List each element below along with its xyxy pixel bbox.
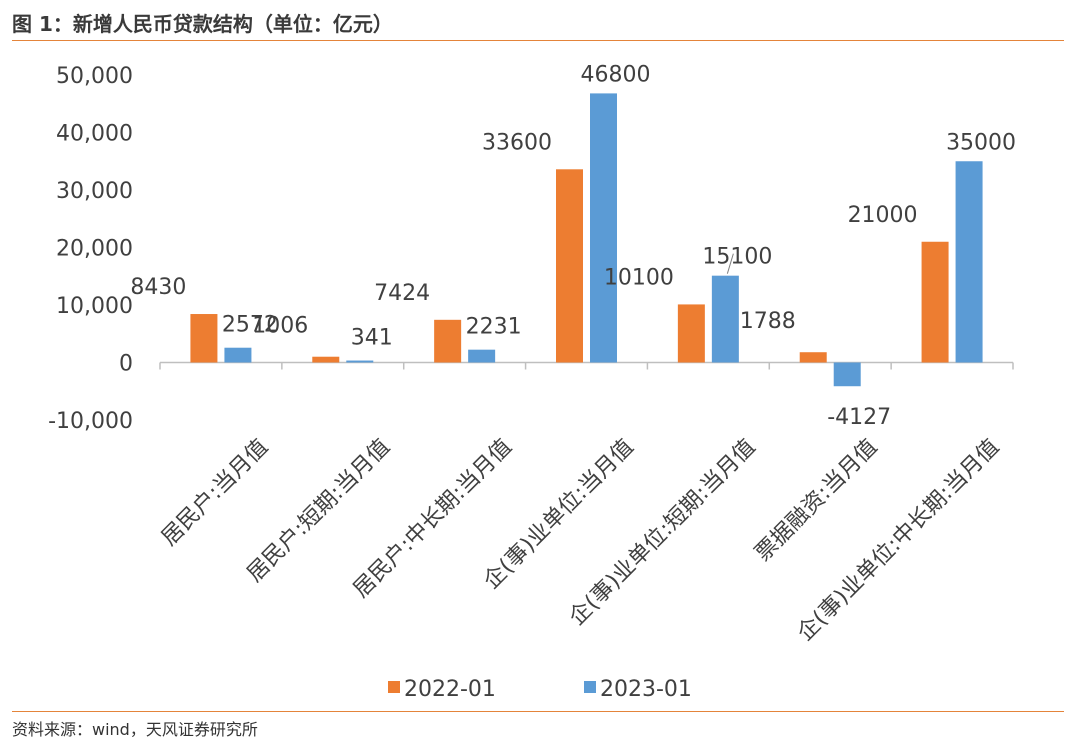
data-label: 2572 xyxy=(222,313,278,338)
bar-2023-01 xyxy=(224,347,252,363)
y-tick-label: -10,000 xyxy=(48,409,133,434)
source-note: 资料来源：wind，天风证券研究所 xyxy=(12,720,258,739)
y-tick-label: 20,000 xyxy=(56,237,133,262)
data-label: 2231 xyxy=(466,315,522,340)
legend-swatch xyxy=(584,681,596,693)
bar-2022-01 xyxy=(556,169,583,363)
bar-2023-01 xyxy=(346,360,374,363)
x-category-label: 票据融资:当月值 xyxy=(751,435,883,567)
bar-2022-01 xyxy=(921,241,949,363)
bar-2023-01 xyxy=(711,275,739,363)
data-label: -4127 xyxy=(827,405,891,430)
data-label: 8430 xyxy=(130,275,186,300)
bar-2022-01 xyxy=(434,319,462,363)
title-divider xyxy=(12,40,1064,41)
data-label-leader xyxy=(726,253,734,274)
data-label: 1006 xyxy=(252,314,308,339)
legend-label: 2023-01 xyxy=(600,677,692,702)
source-divider xyxy=(12,711,1064,712)
data-label: 7424 xyxy=(374,281,430,306)
y-tick-label: 50,000 xyxy=(56,64,133,89)
bar-2023-01 xyxy=(833,362,861,387)
bar-2022-01 xyxy=(312,356,340,363)
legend-swatch xyxy=(388,681,400,693)
y-tick-label: 40,000 xyxy=(56,122,133,147)
bar-2022-01 xyxy=(799,352,827,363)
data-label: 1788 xyxy=(740,309,796,334)
bar-2022-01 xyxy=(677,304,705,363)
bar-2022-01 xyxy=(190,314,218,363)
data-label: 35000 xyxy=(946,130,1016,155)
y-tick-label: 0 xyxy=(119,352,133,377)
y-tick-label: 10,000 xyxy=(56,294,133,319)
x-category-label: 企(事)业单位:中长期:当月值 xyxy=(793,435,1004,646)
data-label: 33600 xyxy=(482,130,552,155)
y-tick-label: 30,000 xyxy=(56,179,133,204)
x-category-label: 居民户:当月值 xyxy=(157,435,273,551)
legend-label: 2022-01 xyxy=(404,677,496,702)
bar-2023-01 xyxy=(468,349,496,363)
data-label: 21000 xyxy=(848,203,918,228)
chart-title: 图 1：新增人民币贷款结构（单位：亿元） xyxy=(12,12,393,36)
data-label: 46800 xyxy=(581,62,651,87)
bar-2023-01 xyxy=(590,93,617,363)
bar-2023-01 xyxy=(955,161,983,363)
data-label: 10100 xyxy=(604,265,674,290)
data-label: 15100 xyxy=(702,245,772,270)
data-label: 341 xyxy=(351,326,393,351)
